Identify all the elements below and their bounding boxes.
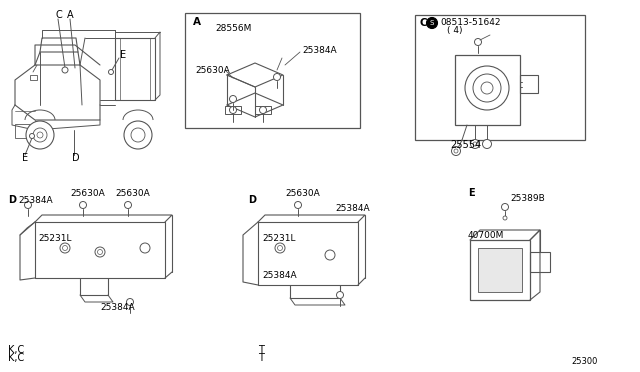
Bar [185, 13, 360, 128]
Circle shape [474, 38, 481, 45]
Bar [225, 106, 241, 114]
Text: T: T [258, 345, 264, 355]
Text: 28556M: 28556M [215, 23, 252, 32]
Circle shape [37, 132, 43, 138]
Circle shape [454, 149, 458, 153]
Circle shape [426, 17, 438, 29]
Text: A: A [193, 17, 201, 27]
Text: 25630A: 25630A [70, 189, 105, 198]
Circle shape [230, 96, 237, 103]
Text: 25384A: 25384A [335, 203, 370, 212]
Circle shape [259, 106, 266, 113]
Circle shape [95, 247, 105, 257]
Circle shape [131, 128, 145, 142]
Circle shape [33, 128, 47, 142]
Circle shape [503, 216, 507, 220]
Text: 25630A: 25630A [115, 189, 150, 198]
Circle shape [278, 246, 282, 250]
Circle shape [230, 106, 237, 113]
Circle shape [29, 134, 35, 138]
Circle shape [79, 202, 86, 208]
Bar [478, 248, 522, 292]
Circle shape [24, 202, 31, 208]
Circle shape [337, 292, 344, 298]
Text: A: A [67, 10, 74, 20]
Bar [455, 55, 520, 125]
Text: 25384A: 25384A [100, 304, 134, 312]
Circle shape [26, 121, 54, 149]
Circle shape [275, 243, 285, 253]
Circle shape [473, 142, 477, 146]
Circle shape [273, 74, 280, 80]
Circle shape [294, 202, 301, 208]
Bar [415, 15, 585, 140]
Circle shape [140, 243, 150, 253]
Text: S: S [430, 20, 434, 26]
Circle shape [127, 298, 134, 305]
Bar [255, 106, 271, 114]
Circle shape [470, 140, 479, 148]
Text: 40700M: 40700M [468, 231, 504, 240]
Circle shape [109, 70, 113, 74]
Text: 25231L: 25231L [38, 234, 72, 243]
Circle shape [451, 147, 461, 155]
Text: 25630A: 25630A [285, 189, 320, 198]
Text: ( 4): ( 4) [447, 26, 463, 35]
Circle shape [63, 246, 67, 250]
Text: D: D [72, 153, 79, 163]
Text: 25384A: 25384A [18, 196, 52, 205]
Circle shape [483, 140, 492, 148]
Text: D: D [8, 195, 16, 205]
Bar [30, 75, 37, 80]
Circle shape [62, 67, 68, 73]
Circle shape [97, 250, 102, 254]
Circle shape [325, 250, 335, 260]
Circle shape [125, 202, 131, 208]
Bar [470, 240, 530, 300]
Text: 25300: 25300 [572, 357, 598, 366]
Bar [530, 252, 550, 272]
Text: 08513-51642: 08513-51642 [440, 17, 500, 26]
Text: E: E [120, 50, 126, 60]
Text: K,C: K,C [8, 353, 24, 363]
Text: 25384A: 25384A [302, 45, 337, 55]
Bar [520, 75, 538, 93]
Bar [15, 124, 35, 138]
Text: D: D [248, 195, 256, 205]
Text: E: E [468, 188, 475, 198]
Text: C: C [55, 10, 61, 20]
Text: K,C: K,C [8, 345, 24, 355]
Text: C: C [420, 18, 428, 28]
Text: 25389B: 25389B [510, 193, 545, 202]
Circle shape [60, 243, 70, 253]
Text: 25231L: 25231L [262, 234, 296, 243]
Text: T: T [258, 353, 264, 363]
Text: E: E [22, 153, 28, 163]
Circle shape [502, 203, 509, 211]
Text: 25554: 25554 [450, 140, 481, 150]
Text: 25384A: 25384A [262, 270, 296, 279]
Text: 25630A: 25630A [195, 65, 230, 74]
Circle shape [124, 121, 152, 149]
